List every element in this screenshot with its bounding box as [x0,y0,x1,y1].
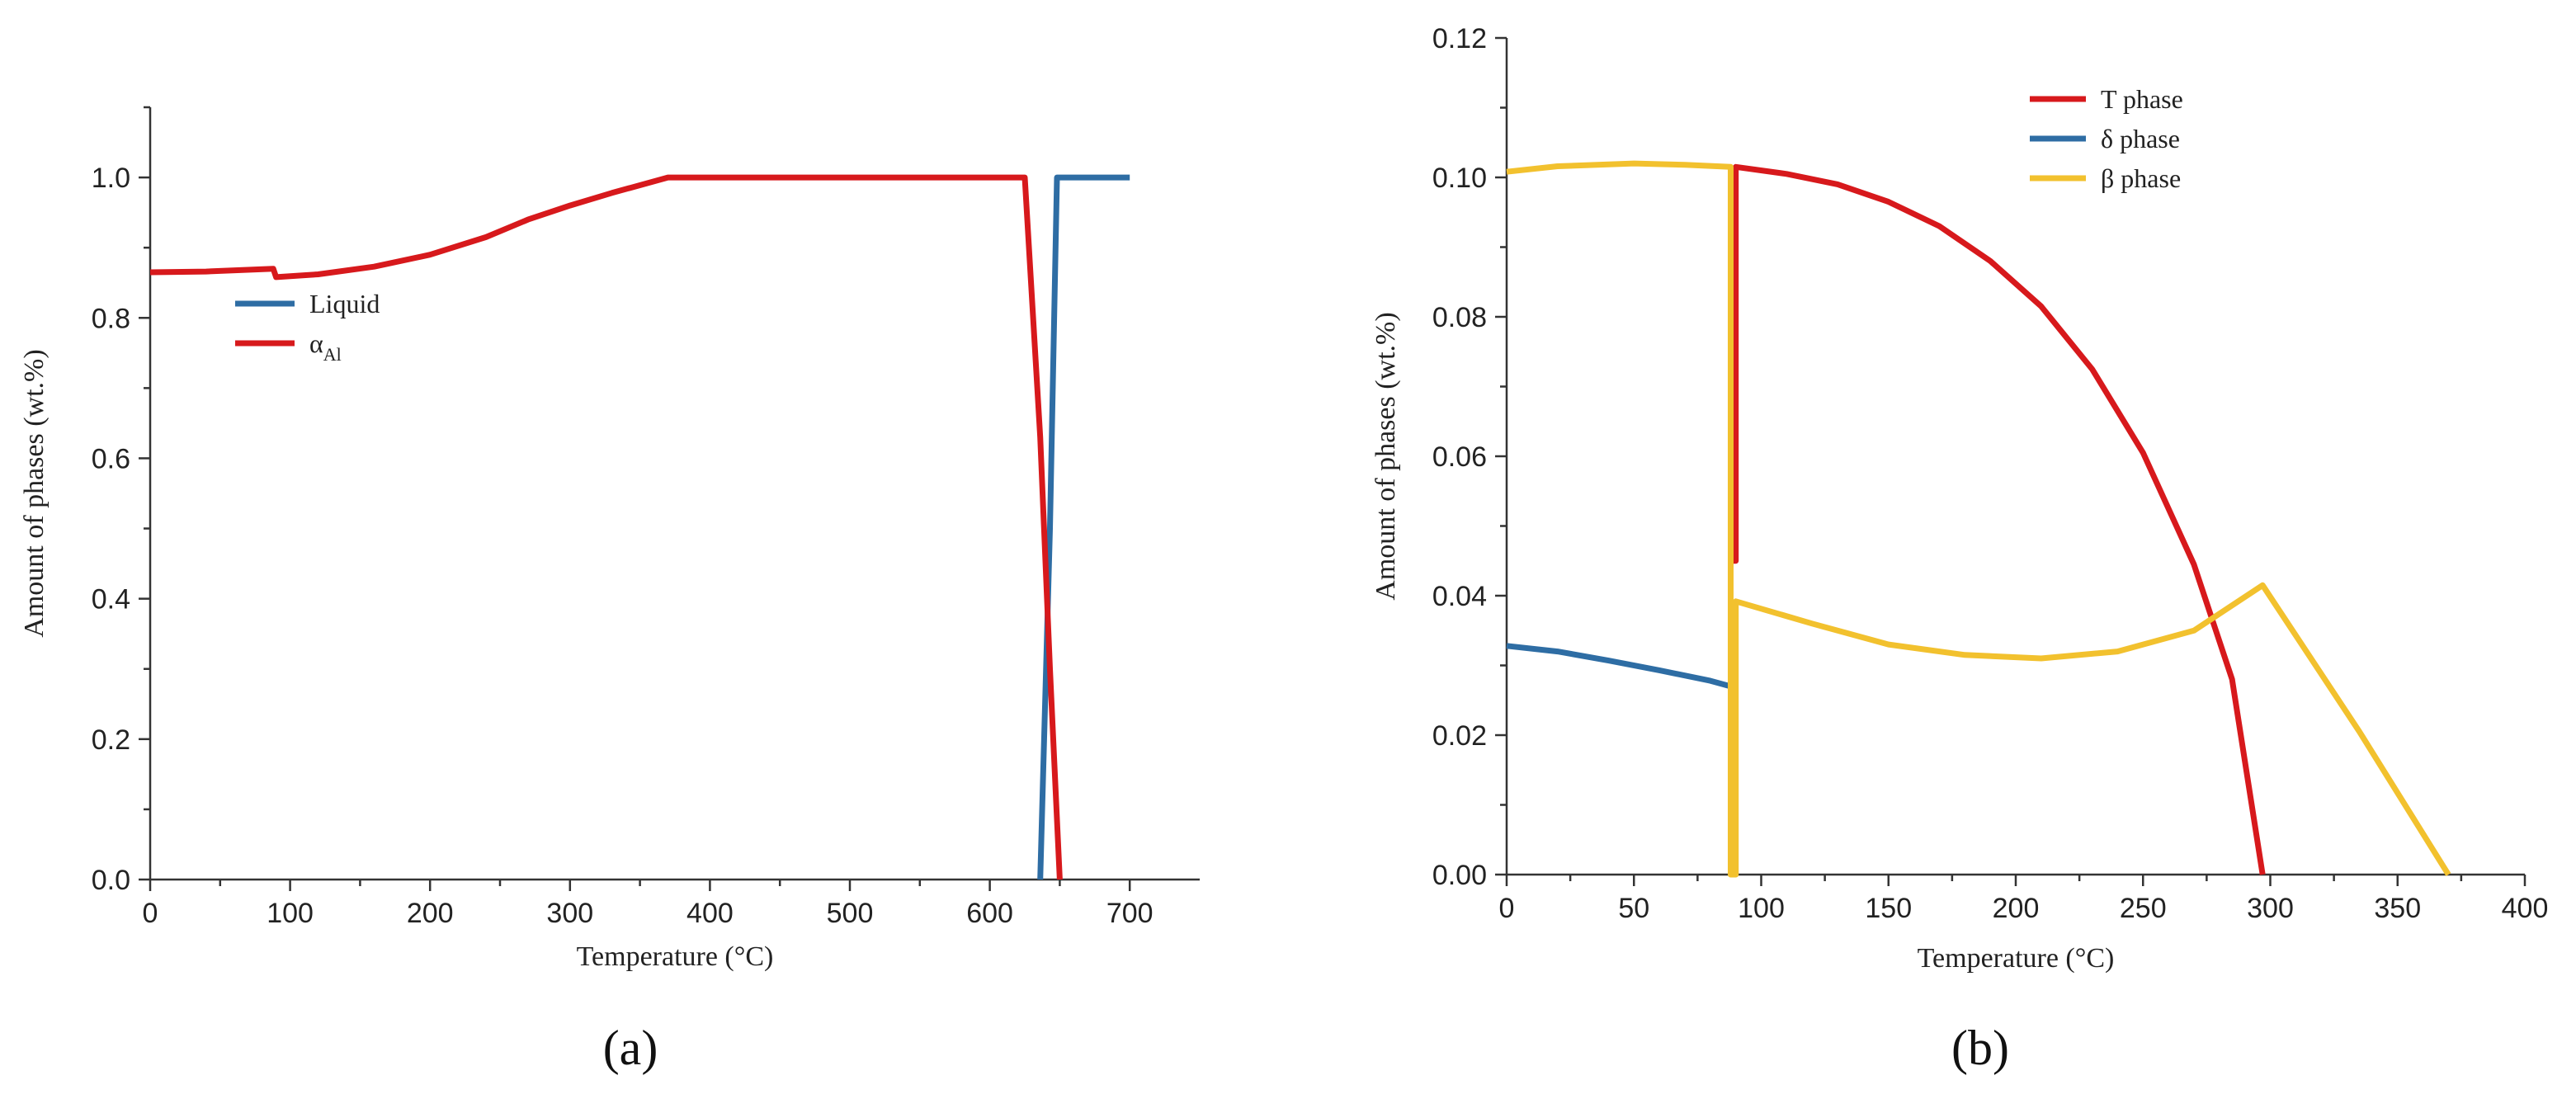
x-tick-label: 600 [966,898,1013,929]
legend-label: αAl [309,328,342,365]
x-tick-label: 400 [2502,893,2549,924]
x-tick-label: 150 [1865,893,1912,924]
legend-label-text: T phase [2101,84,2183,114]
legend-label-text: α [309,328,323,358]
y-axis-title: Amount of phases (wt.%) [1371,312,1401,600]
x-axis-title: Temperature (°C) [1918,943,2115,974]
x-tick-label: 250 [2120,893,2167,924]
legend: Liquid αAl [235,289,380,365]
y-tick-label: 0.10 [1432,163,1487,194]
panel-label: (b) [1951,1021,2009,1075]
x-tick-label: 200 [407,898,454,929]
y-tick-label: 0.08 [1432,302,1487,333]
panel-label: (a) [603,1021,658,1075]
y-tick-label: 0.6 [92,443,130,474]
x-tick-label: 0 [143,898,158,929]
y-tick-label: 0.4 [92,584,130,616]
y-tick-label: 0.04 [1432,581,1487,612]
x-tick-label: 400 [686,898,734,929]
x-tick-label: 350 [2374,893,2421,924]
legend-label-text: δ phase [2101,124,2180,153]
x-tick-label: 700 [1106,898,1154,929]
chart-panel-a: 0 100 200 300 400 500 600 700 0.0 0.2 0.4 0.6 0.8 1.0… [19,106,1200,1075]
y-axis-title: Amount of phases (wt.%) [19,349,50,637]
legend-label-text: β phase [2101,163,2181,193]
x-tick-label: 0 [1499,893,1515,924]
legend-label: T phase [2101,84,2183,114]
x-tick-label: 100 [1738,893,1785,924]
y-tick-label: 0.06 [1432,441,1487,473]
x-tick-label: 50 [1618,893,1649,924]
x-tick-label: 100 [267,898,314,929]
series-line-3 [1506,160,2451,878]
x-tick-label: 200 [1993,893,2040,924]
y-tick-label: 0.0 [92,865,130,896]
series-line-2 [149,174,1063,880]
x-tick-label: 500 [827,898,874,929]
series-line-1 [1728,163,2266,875]
y-tick-label: 1.0 [92,163,130,194]
series-line-1 [1037,174,1130,880]
y-tick-label: 0.00 [1432,860,1487,891]
y-tick-label: 0.02 [1432,720,1487,752]
legend-label: β phase [2101,163,2181,193]
legend-label: δ phase [2101,124,2180,153]
legend: T phase δ phase β phase [2030,84,2183,193]
chart-panel-b: 0 50 100 150 200 250 300 350 400 0.00 0.02 0.04 0.06… [1371,23,2548,1075]
y-tick-label: 0.2 [92,724,130,756]
x-tick-label: 300 [2247,893,2294,924]
series-line-2 [1506,643,1732,690]
y-tick-label: 0.12 [1432,23,1487,54]
y-tick-label: 0.8 [92,303,130,334]
legend-label: Liquid [309,289,380,318]
x-axis-title: Temperature (°C) [577,941,774,972]
x-tick-label: 300 [546,898,593,929]
legend-label-text: Liquid [309,289,380,318]
legend-label-subscript: Al [323,344,342,365]
